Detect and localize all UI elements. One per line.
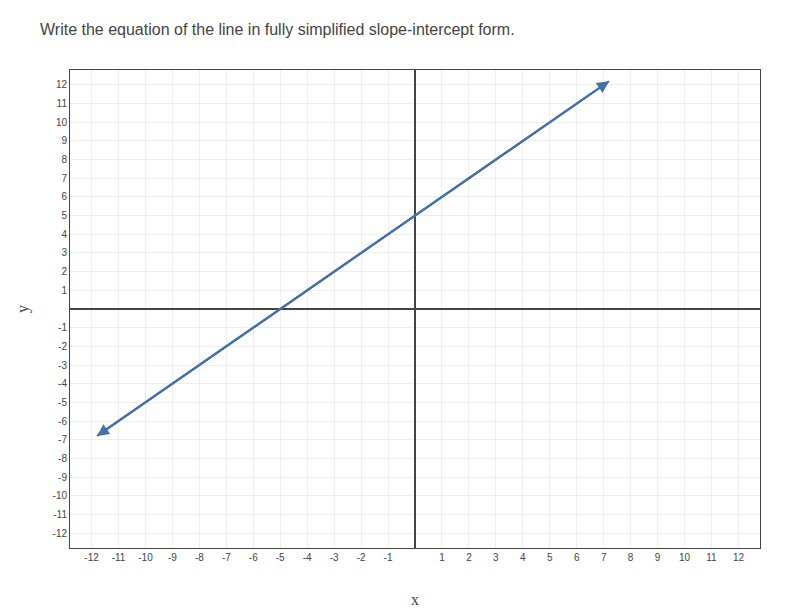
svg-text:-3: -3 (58, 360, 67, 371)
svg-text:-12: -12 (53, 528, 68, 539)
svg-text:-5: -5 (58, 397, 67, 408)
svg-text:9: 9 (61, 135, 67, 146)
svg-text:-3: -3 (330, 552, 339, 563)
svg-text:6: 6 (61, 191, 67, 202)
svg-text:-10: -10 (138, 552, 153, 563)
svg-text:11: 11 (57, 98, 68, 109)
svg-text:8: 8 (628, 552, 634, 563)
svg-text:11: 11 (706, 552, 717, 563)
svg-text:-7: -7 (222, 552, 231, 563)
svg-text:-5: -5 (276, 552, 285, 563)
svg-text:-8: -8 (58, 453, 67, 464)
svg-text:-12: -12 (84, 552, 99, 563)
svg-text:x: x (411, 591, 419, 608)
svg-text:-9: -9 (168, 552, 177, 563)
svg-text:2: 2 (466, 552, 472, 563)
svg-text:6: 6 (574, 552, 580, 563)
svg-text:Write the equation of the line: Write the equation of the line in fully … (40, 21, 515, 38)
svg-text:8: 8 (61, 154, 67, 165)
svg-text:-9: -9 (58, 472, 67, 483)
svg-text:-8: -8 (195, 552, 204, 563)
svg-text:4: 4 (61, 229, 67, 240)
svg-text:5: 5 (61, 210, 67, 221)
svg-text:-11: -11 (53, 509, 67, 520)
svg-text:-11: -11 (112, 552, 126, 563)
svg-text:-1: -1 (384, 552, 393, 563)
svg-text:12: 12 (733, 552, 745, 563)
svg-text:7: 7 (601, 552, 607, 563)
svg-text:7: 7 (61, 173, 67, 184)
svg-text:1: 1 (439, 552, 445, 563)
svg-text:-2: -2 (58, 341, 67, 352)
svg-text:3: 3 (61, 247, 67, 258)
svg-text:3: 3 (493, 552, 499, 563)
svg-text:9: 9 (655, 552, 661, 563)
svg-text:-6: -6 (58, 416, 67, 427)
svg-text:-7: -7 (58, 434, 67, 445)
svg-text:-10: -10 (53, 490, 68, 501)
svg-text:2: 2 (61, 266, 67, 277)
svg-text:5: 5 (547, 552, 553, 563)
svg-text:-2: -2 (357, 552, 366, 563)
svg-text:-4: -4 (303, 552, 312, 563)
svg-text:y: y (14, 305, 32, 313)
svg-text:1: 1 (61, 285, 67, 296)
svg-text:-4: -4 (58, 378, 67, 389)
svg-text:10: 10 (679, 552, 691, 563)
svg-text:-1: -1 (58, 322, 67, 333)
svg-text:10: 10 (56, 117, 68, 128)
svg-text:4: 4 (520, 552, 526, 563)
svg-text:-6: -6 (249, 552, 258, 563)
svg-text:12: 12 (56, 79, 68, 90)
